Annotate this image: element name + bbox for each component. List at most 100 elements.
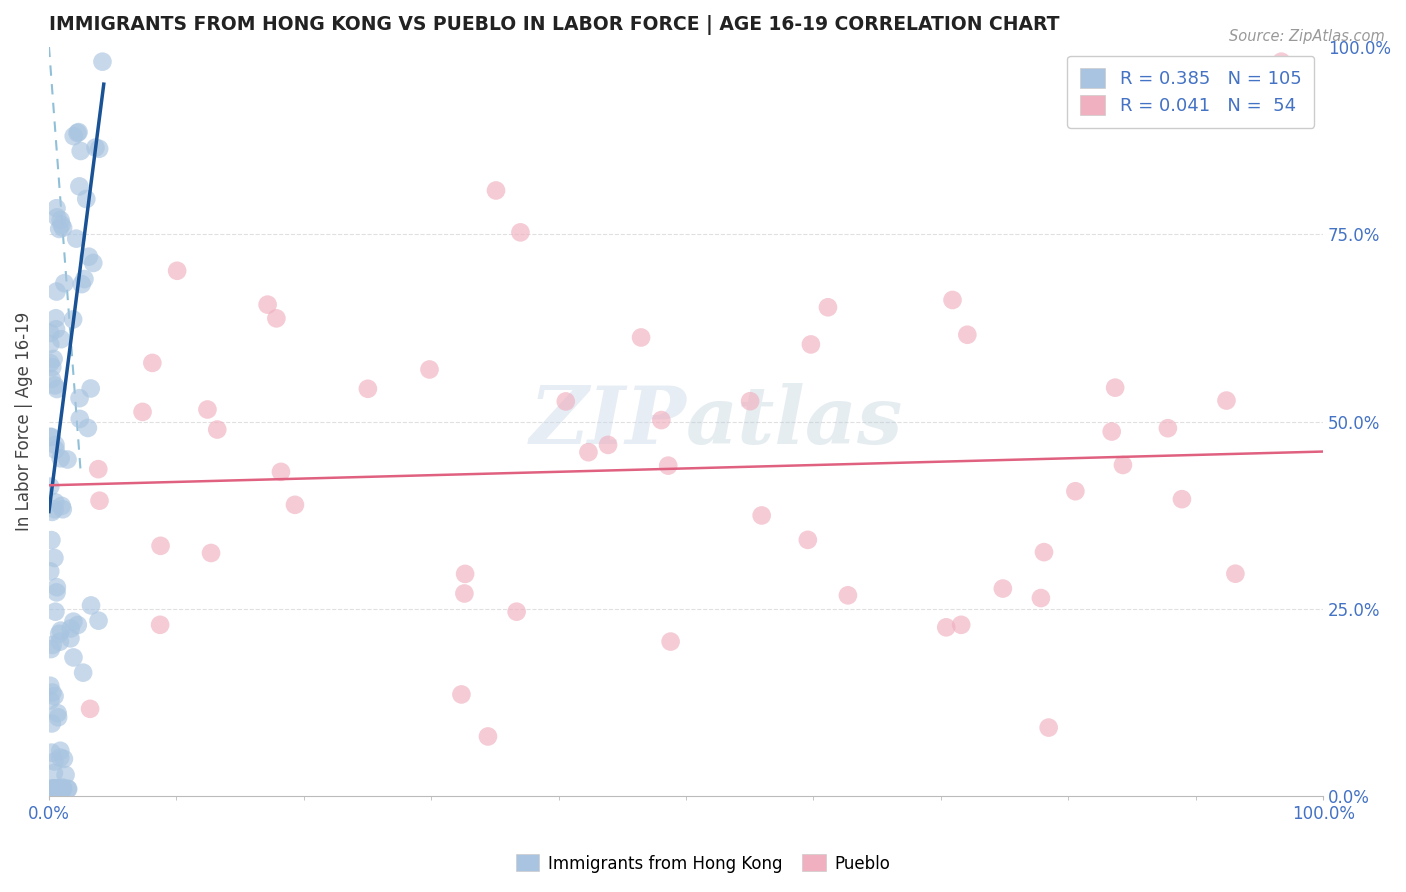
Y-axis label: In Labor Force | Age 16-19: In Labor Force | Age 16-19	[15, 312, 32, 531]
Point	[62, 650, 84, 665]
Point	[55, 768, 77, 782]
Point	[44, 550, 66, 565]
Point	[45, 322, 67, 336]
Legend: R = 0.385   N = 105, R = 0.041   N =  54: R = 0.385 N = 105, R = 0.041 N = 54	[1067, 55, 1315, 128]
Point	[66, 126, 89, 140]
Point	[41, 505, 63, 519]
Point	[477, 730, 499, 744]
Point	[52, 752, 75, 766]
Point	[418, 362, 440, 376]
Point	[53, 276, 76, 290]
Point	[62, 312, 84, 326]
Point	[44, 781, 66, 796]
Point	[39, 430, 62, 444]
Point	[39, 781, 62, 796]
Point	[39, 642, 62, 657]
Point	[1029, 591, 1052, 605]
Point	[141, 356, 163, 370]
Point	[39, 480, 62, 494]
Point	[48, 222, 70, 236]
Point	[817, 300, 839, 314]
Point	[42, 351, 65, 366]
Point	[450, 688, 472, 702]
Point	[75, 192, 97, 206]
Point	[578, 445, 600, 459]
Point	[56, 781, 79, 796]
Point	[266, 311, 288, 326]
Point	[52, 781, 75, 796]
Point	[59, 622, 82, 636]
Point	[596, 438, 619, 452]
Point	[657, 458, 679, 473]
Point	[66, 618, 89, 632]
Point	[49, 744, 72, 758]
Point	[46, 781, 69, 796]
Point	[41, 781, 63, 796]
Point	[52, 220, 75, 235]
Point	[67, 179, 90, 194]
Point	[41, 372, 63, 386]
Point	[73, 272, 96, 286]
Point	[941, 293, 963, 307]
Point	[650, 413, 672, 427]
Point	[1112, 458, 1135, 472]
Point	[630, 330, 652, 344]
Point	[44, 781, 66, 796]
Point	[51, 499, 73, 513]
Point	[1225, 566, 1247, 581]
Point	[49, 634, 72, 648]
Point	[45, 285, 67, 299]
Point	[44, 781, 66, 796]
Point	[72, 665, 94, 680]
Point	[659, 634, 682, 648]
Point	[42, 781, 65, 796]
Point	[51, 781, 73, 796]
Point	[84, 140, 107, 154]
Point	[1033, 545, 1056, 559]
Text: atlas: atlas	[686, 383, 904, 460]
Point	[45, 781, 67, 796]
Point	[39, 565, 62, 579]
Point	[49, 624, 72, 638]
Point	[357, 382, 380, 396]
Point	[200, 546, 222, 560]
Point	[751, 508, 773, 523]
Point	[837, 588, 859, 602]
Point	[505, 605, 527, 619]
Point	[69, 144, 91, 158]
Point	[41, 360, 63, 375]
Point	[45, 580, 67, 594]
Point	[991, 582, 1014, 596]
Point	[56, 452, 79, 467]
Point	[42, 781, 65, 796]
Point	[91, 54, 114, 69]
Point	[76, 421, 98, 435]
Point	[67, 125, 90, 139]
Point	[52, 780, 75, 795]
Point	[44, 689, 66, 703]
Point	[42, 781, 65, 796]
Point	[1101, 425, 1123, 439]
Point	[49, 750, 72, 764]
Point	[42, 638, 65, 652]
Point	[51, 781, 73, 796]
Point	[77, 250, 100, 264]
Point	[1104, 381, 1126, 395]
Point	[45, 311, 67, 326]
Point	[79, 702, 101, 716]
Point	[797, 533, 820, 547]
Point	[49, 332, 72, 346]
Point	[1038, 721, 1060, 735]
Point	[89, 493, 111, 508]
Point	[45, 585, 67, 599]
Point	[65, 232, 87, 246]
Point	[62, 615, 84, 629]
Point	[39, 337, 62, 351]
Point	[39, 693, 62, 707]
Point	[44, 781, 66, 796]
Point	[44, 605, 66, 619]
Point	[69, 412, 91, 426]
Point	[950, 617, 973, 632]
Point	[256, 297, 278, 311]
Point	[62, 129, 84, 144]
